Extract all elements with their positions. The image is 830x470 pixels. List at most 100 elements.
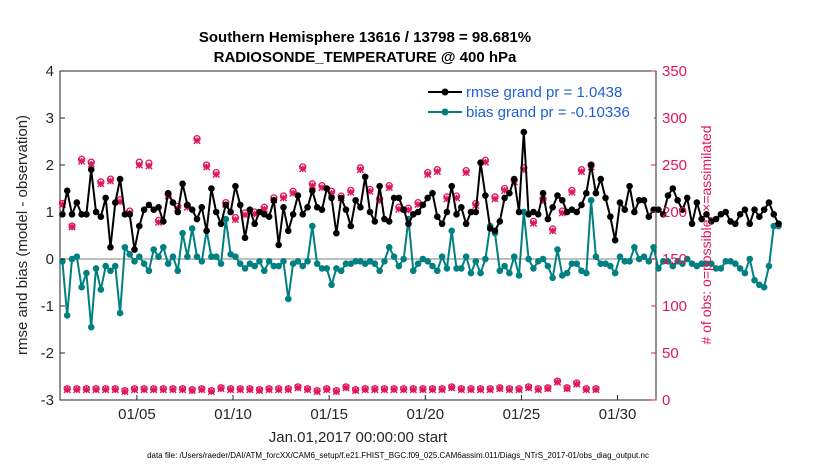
obs-assimilated-point (178, 385, 187, 394)
bias-point (587, 196, 595, 204)
bias-point (645, 258, 653, 265)
rmse-point (683, 194, 691, 202)
rmse-point (179, 180, 186, 188)
rmse-point (294, 192, 302, 199)
bias-point (563, 269, 571, 277)
y2-tick-label: 300 (662, 110, 687, 127)
bias-point (136, 253, 143, 260)
rmse-point (83, 211, 90, 218)
rmse-point (477, 159, 484, 166)
bias-point (193, 253, 201, 260)
obs-assimilated-point (548, 227, 557, 235)
bias-point (241, 265, 249, 272)
obs-assimilated-point (106, 177, 115, 185)
rmse-point (208, 185, 215, 192)
bias-point (328, 281, 335, 289)
rmse-point (429, 189, 436, 197)
obs-assimilated-point (572, 380, 581, 388)
rmse-point (333, 229, 340, 237)
obs-assimilated-point (198, 385, 206, 394)
obs-assimilated-point (534, 385, 542, 394)
bias-point (184, 253, 191, 260)
obs-assimilated-point (299, 165, 307, 173)
bias-point (525, 255, 532, 263)
obs-assimilated-point (193, 136, 201, 145)
obs-assimilated-point (342, 384, 350, 392)
bias-point (376, 267, 383, 275)
bias-point (256, 258, 263, 265)
rmse-point (236, 201, 244, 209)
obs-assimilated-point (159, 385, 168, 394)
obs-assimilated-point (145, 162, 153, 170)
obs-assimilated-point (582, 385, 591, 394)
bias-point (631, 243, 638, 251)
bias-point (83, 269, 90, 277)
bias-point (414, 260, 422, 268)
rmse-point (385, 218, 393, 225)
bias-point (607, 262, 614, 270)
obs-assimilated-point (568, 188, 576, 196)
obs-assimilated-point (529, 219, 538, 227)
bias-point (174, 267, 182, 275)
rmse-point (607, 213, 614, 220)
rmse-point (501, 194, 508, 202)
bias-point (294, 258, 302, 265)
rmse-point (328, 194, 335, 202)
rmse-point (136, 222, 143, 230)
bias-point (150, 246, 158, 253)
bias-point (679, 260, 686, 268)
bias-point (712, 265, 720, 272)
bias-point (232, 253, 239, 260)
rmse-point (736, 211, 744, 218)
rmse-point (621, 206, 629, 213)
y-tick-label: 1 (46, 204, 54, 221)
y-ticks: 4 3 2 1 0 -1 -2 -3 (41, 63, 65, 409)
rmse-point (448, 182, 456, 190)
obs-assimilated-point (448, 384, 456, 392)
obs-assimilated-point (500, 186, 509, 195)
bias-point (390, 253, 398, 260)
obs-assimilated-point (563, 385, 571, 393)
bias-point (145, 267, 153, 275)
obs-assimilated-point (385, 183, 393, 192)
rmse-point (357, 204, 364, 211)
rmse-point (337, 194, 345, 202)
bias-point (626, 258, 633, 265)
rmse-point (732, 220, 739, 228)
obs-assimilated-point (188, 386, 196, 395)
rmse-point (342, 206, 350, 213)
bias-point (640, 253, 648, 260)
rmse-point (434, 213, 441, 220)
bias-point (732, 260, 739, 268)
bias-point (155, 253, 162, 260)
y2-tick-label: 100 (662, 298, 687, 315)
rmse-point (765, 199, 773, 206)
rmse-point (770, 211, 778, 218)
legend-box (424, 78, 654, 124)
rmse-point (472, 208, 480, 216)
rmse-point (679, 206, 686, 213)
y2-tick-label: 350 (662, 63, 687, 80)
bias-point (751, 276, 758, 284)
bias-point (179, 229, 186, 237)
rmse-point (573, 208, 580, 216)
obs-assimilated-point (246, 385, 254, 394)
x-axis-label: Jan.01,2017 00:00:00 start (269, 429, 448, 446)
bias-point (371, 260, 379, 268)
rmse-point (121, 211, 129, 218)
obs-assimilated-point (274, 385, 283, 394)
obs-assimilated-point (140, 385, 148, 394)
rmse-point (510, 175, 518, 183)
rmse-point (304, 204, 311, 211)
obs-assimilated-point (58, 200, 67, 209)
bias-point (299, 262, 307, 270)
bias-point (318, 265, 326, 272)
bias-point (409, 267, 417, 275)
y-tick-label: 4 (46, 63, 54, 80)
rmse-point (741, 206, 749, 213)
rmse-point (174, 208, 182, 216)
legend-rmse-label: rmse grand pr = 1.0438 (466, 84, 622, 101)
rmse-point (760, 206, 768, 213)
rmse-point (102, 194, 109, 202)
rmse-point (97, 213, 105, 220)
